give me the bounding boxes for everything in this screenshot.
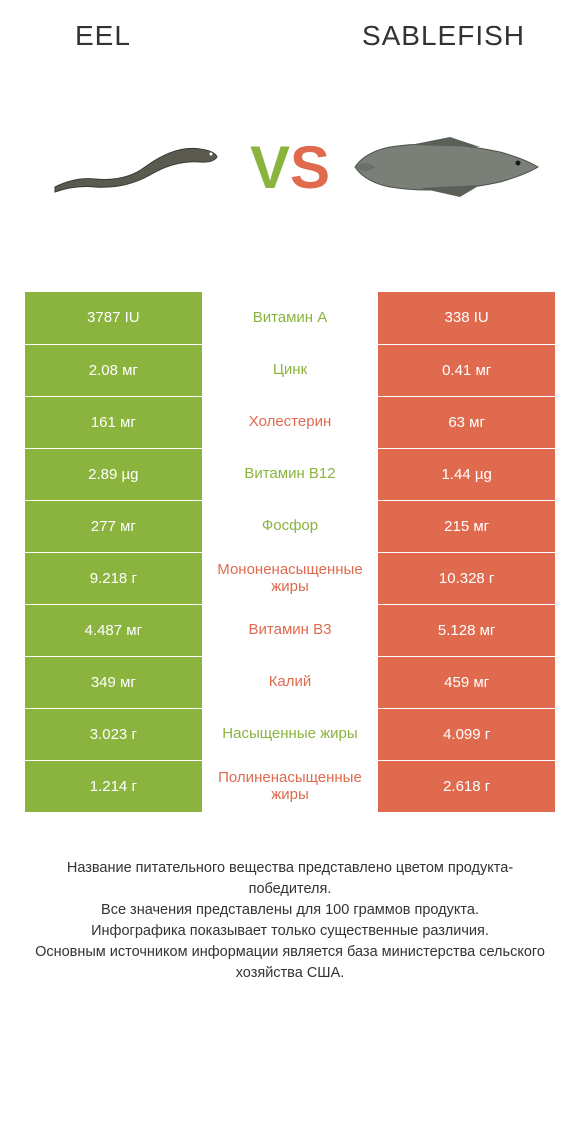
vs-label: VS — [250, 133, 330, 202]
value-left: 4.487 мг — [25, 604, 202, 656]
eel-icon — [45, 127, 225, 207]
value-right: 1.44 µg — [378, 448, 555, 500]
value-left: 2.89 µg — [25, 448, 202, 500]
table-row: 9.218 гМононенасыщенные жиры10.328 г — [25, 552, 555, 604]
footnote-line: Инфографика показывает только существенн… — [35, 921, 545, 942]
value-right: 4.099 г — [378, 708, 555, 760]
value-left: 3.023 г — [25, 708, 202, 760]
value-left: 1.214 г — [25, 760, 202, 812]
value-right: 2.618 г — [378, 760, 555, 812]
value-left: 277 мг — [25, 500, 202, 552]
vs-v: V — [250, 134, 290, 201]
header: Eel Sablefish — [25, 20, 555, 52]
eel-image — [40, 107, 230, 227]
nutrient-label: Цинк — [202, 344, 379, 396]
title-right: Sablefish — [362, 20, 555, 52]
nutrient-label: Холестерин — [202, 396, 379, 448]
value-left: 9.218 г — [25, 552, 202, 604]
vs-row: VS — [25, 82, 555, 252]
sablefish-image — [350, 107, 540, 227]
nutrient-label: Калий — [202, 656, 379, 708]
comparison-table: 3787 IUВитамин A338 IU2.08 мгЦинк0.41 мг… — [25, 292, 555, 813]
nutrient-label: Полиненасыщенные жиры — [202, 760, 379, 812]
nutrient-label: Насыщенные жиры — [202, 708, 379, 760]
nutrient-label: Мононенасыщенные жиры — [202, 552, 379, 604]
sablefish-icon — [350, 127, 540, 207]
value-right: 459 мг — [378, 656, 555, 708]
table-row: 2.89 µgВитамин B121.44 µg — [25, 448, 555, 500]
value-left: 161 мг — [25, 396, 202, 448]
nutrient-label: Витамин A — [202, 292, 379, 344]
footnote: Название питательного вещества представл… — [25, 858, 555, 984]
table-row: 3.023 гНасыщенные жиры4.099 г — [25, 708, 555, 760]
table-row: 2.08 мгЦинк0.41 мг — [25, 344, 555, 396]
table-row: 1.214 гПолиненасыщенные жиры2.618 г — [25, 760, 555, 812]
value-left: 3787 IU — [25, 292, 202, 344]
footnote-line: Название питательного вещества представл… — [35, 858, 545, 900]
footnote-line: Все значения представлены для 100 граммо… — [35, 900, 545, 921]
nutrient-label: Витамин B3 — [202, 604, 379, 656]
title-left: Eel — [25, 20, 131, 52]
table-row: 277 мгФосфор215 мг — [25, 500, 555, 552]
value-right: 10.328 г — [378, 552, 555, 604]
vs-s: S — [290, 134, 330, 201]
value-right: 0.41 мг — [378, 344, 555, 396]
footnote-line: Основным источником информации является … — [35, 942, 545, 984]
value-right: 63 мг — [378, 396, 555, 448]
table-row: 3787 IUВитамин A338 IU — [25, 292, 555, 344]
value-left: 2.08 мг — [25, 344, 202, 396]
table-row: 4.487 мгВитамин B35.128 мг — [25, 604, 555, 656]
value-right: 215 мг — [378, 500, 555, 552]
value-right: 338 IU — [378, 292, 555, 344]
table-row: 161 мгХолестерин63 мг — [25, 396, 555, 448]
nutrient-label: Фосфор — [202, 500, 379, 552]
value-left: 349 мг — [25, 656, 202, 708]
nutrient-label: Витамин B12 — [202, 448, 379, 500]
table-row: 349 мгКалий459 мг — [25, 656, 555, 708]
value-right: 5.128 мг — [378, 604, 555, 656]
